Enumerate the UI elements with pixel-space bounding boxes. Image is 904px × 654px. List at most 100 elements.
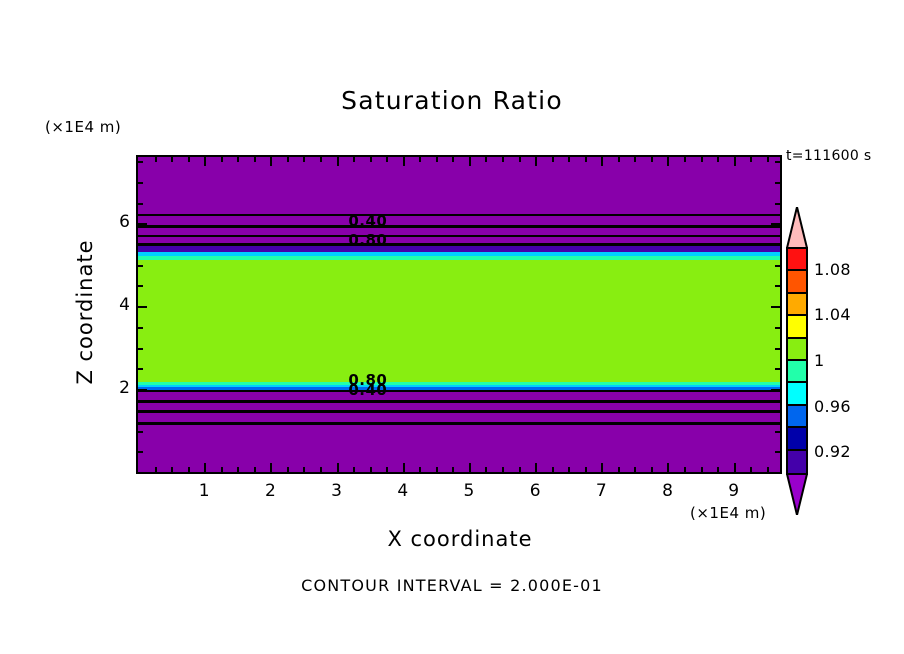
axis-tick <box>336 157 339 166</box>
contour-band <box>138 252 780 256</box>
contour-band <box>138 243 780 246</box>
axis-tick <box>435 157 438 162</box>
axis-tick <box>402 157 405 166</box>
y-tick-label: 6 <box>119 212 130 233</box>
axis-tick <box>253 157 256 162</box>
contour-band <box>138 215 780 226</box>
axis-tick <box>303 467 306 472</box>
contour-interval-caption: CONTOUR INTERVAL = 2.000E-01 <box>301 576 603 595</box>
x-tick-label: 7 <box>595 481 607 501</box>
axis-tick <box>717 157 720 162</box>
contour-band <box>138 399 780 404</box>
axis-tick <box>138 326 143 329</box>
axis-tick <box>138 202 143 205</box>
contour-band <box>138 157 780 215</box>
x-tick-label: 4 <box>397 481 409 501</box>
axis-tick <box>286 157 289 162</box>
axis-tick <box>733 157 736 166</box>
x-tick-label: 8 <box>662 481 673 501</box>
contour-band <box>138 384 780 388</box>
axis-tick <box>468 463 471 472</box>
contour-band <box>138 225 780 229</box>
colorbar-swatch[interactable] <box>788 405 806 429</box>
axis-tick <box>551 157 554 162</box>
axis-tick <box>138 306 147 309</box>
axis-tick <box>667 463 670 472</box>
axis-tick <box>535 157 538 166</box>
colorbar-swatch[interactable] <box>788 271 806 294</box>
axis-tick <box>187 467 190 472</box>
axis-tick <box>700 467 703 472</box>
contour-band <box>138 214 780 216</box>
axis-tick <box>775 430 780 433</box>
contour-value-label: 0.80 <box>348 230 388 249</box>
colorbar-tick-label: 0.92 <box>814 442 851 462</box>
axis-tick <box>286 467 289 472</box>
contour-plot-area[interactable]: 0.40 0.80 0.80 0.40 <box>136 155 782 474</box>
contour-band <box>138 259 780 383</box>
axis-tick <box>750 157 753 162</box>
contour-band <box>138 387 780 390</box>
axis-tick <box>154 467 157 472</box>
axis-tick <box>518 157 521 162</box>
z-axis-unit-label: (×1E4 m) <box>45 118 122 136</box>
axis-tick <box>502 157 505 162</box>
axis-tick <box>667 157 670 166</box>
contour-band <box>138 237 780 244</box>
x-tick-label: 1 <box>198 481 210 501</box>
axis-tick <box>634 157 637 162</box>
axis-tick <box>402 463 405 472</box>
axis-tick <box>270 157 273 166</box>
axis-tick <box>502 467 505 472</box>
axis-tick <box>775 161 780 164</box>
axis-tick <box>650 157 653 162</box>
axis-tick <box>138 409 143 412</box>
contour-band <box>138 413 780 423</box>
axis-tick <box>601 157 604 166</box>
axis-tick <box>485 467 488 472</box>
axis-tick <box>775 347 780 350</box>
axis-tick <box>154 157 157 162</box>
axis-tick <box>775 451 780 454</box>
axis-tick <box>775 409 780 412</box>
x-tick-label: 2 <box>264 481 276 501</box>
axis-tick <box>518 467 521 472</box>
axis-tick <box>138 223 147 226</box>
axis-tick <box>270 463 273 472</box>
contour-band <box>138 403 780 410</box>
axis-tick <box>320 157 322 162</box>
axis-tick <box>138 368 143 371</box>
axis-tick <box>419 467 422 472</box>
contour-value-label: 0.40 <box>348 380 388 399</box>
axis-tick <box>775 264 780 267</box>
axis-tick <box>220 157 223 162</box>
colorbar[interactable] <box>786 247 808 475</box>
axis-tick <box>700 157 703 162</box>
axis-tick <box>187 157 190 162</box>
axis-tick <box>220 467 223 472</box>
colorbar-swatch[interactable] <box>788 316 806 339</box>
axis-tick <box>684 467 687 472</box>
colorbar-swatch[interactable] <box>788 450 806 473</box>
colorbar-swatch[interactable] <box>788 428 806 451</box>
axis-tick <box>138 285 143 288</box>
axis-tick <box>775 202 780 205</box>
axis-tick <box>138 347 143 350</box>
colorbar-swatch[interactable] <box>788 338 806 361</box>
colorbar-swatch[interactable] <box>788 293 806 317</box>
axis-tick <box>336 463 339 472</box>
axis-tick <box>138 430 143 433</box>
axis-tick <box>617 157 620 162</box>
axis-tick <box>775 285 780 288</box>
axis-tick <box>468 157 471 166</box>
axis-tick <box>204 463 207 472</box>
axis-tick <box>138 244 143 247</box>
axis-tick <box>386 157 389 162</box>
axis-tick <box>435 467 438 472</box>
axis-tick <box>775 326 780 329</box>
colorbar-swatch[interactable] <box>788 360 806 384</box>
time-annotation: t=111600 s <box>786 148 872 164</box>
colorbar-swatch[interactable] <box>788 383 806 406</box>
colorbar-swatch[interactable] <box>788 249 806 272</box>
axis-tick <box>138 389 147 392</box>
